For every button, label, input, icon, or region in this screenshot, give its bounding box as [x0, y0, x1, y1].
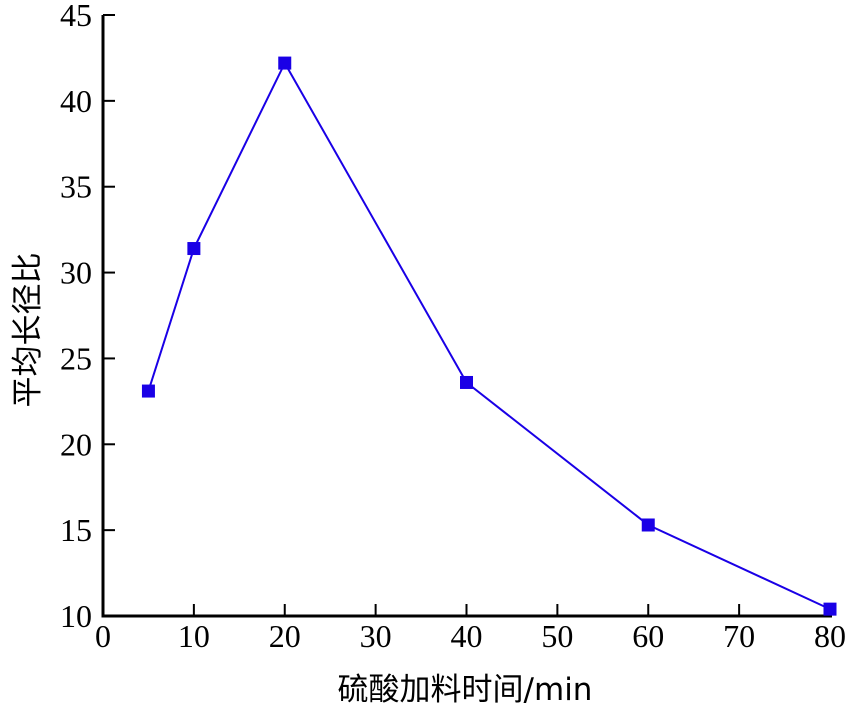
data-point	[278, 56, 292, 70]
axes	[101, 15, 832, 618]
x-tick-label: 40	[451, 618, 483, 654]
x-tick-label: 30	[360, 618, 392, 654]
x-tick-label: 20	[269, 618, 301, 654]
x-tick-label: 80	[814, 618, 846, 654]
y-tick-label: 40	[60, 83, 92, 119]
y-tick-label: 20	[60, 426, 92, 462]
y-tick-label: 15	[60, 512, 92, 548]
plot-area	[141, 56, 837, 616]
x-tick-label: 10	[178, 618, 210, 654]
x-tick-label: 70	[723, 618, 755, 654]
y-axis-title: 平均长径比	[10, 253, 46, 408]
x-tick-label: 50	[541, 618, 573, 654]
y-tick-label: 30	[60, 255, 92, 291]
x-axis-title: 硫酸加料时间/min	[338, 672, 593, 708]
data-point	[641, 518, 655, 532]
series-line	[147, 60, 831, 611]
data-point	[823, 602, 837, 616]
x-tick-label: 60	[632, 618, 664, 654]
y-tick-label: 45	[60, 0, 92, 33]
y-tick-label: 35	[60, 169, 92, 205]
data-point	[460, 375, 473, 389]
y-tick-label: 10	[60, 598, 92, 634]
data-point	[141, 384, 155, 398]
data-point	[187, 242, 201, 256]
x-tick-label: 0	[95, 618, 111, 654]
y-tick-label: 25	[60, 340, 92, 376]
